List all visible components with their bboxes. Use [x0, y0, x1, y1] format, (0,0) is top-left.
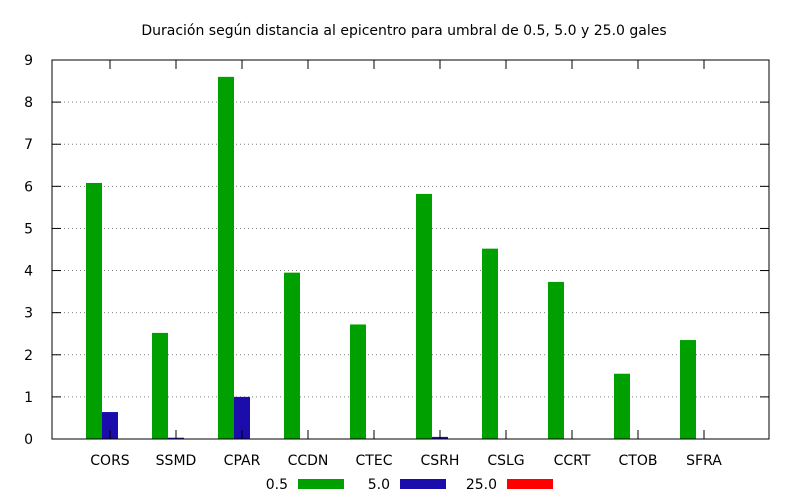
y-tick-label: 9: [24, 53, 33, 69]
y-tick-label: 4: [24, 264, 33, 280]
x-tick-label: CPAR: [224, 453, 261, 469]
legend-label: 25.0: [466, 477, 497, 493]
bar-csrh-0_5: [416, 193, 432, 439]
bar-ssmd-0_5: [152, 332, 168, 439]
legend-label: 5.0: [368, 477, 390, 493]
legend: 0.5 5.0 25.0: [266, 477, 553, 493]
bar-cors-5_0: [102, 412, 118, 439]
legend-swatch: [298, 479, 344, 489]
chart-title: Duración según distancia al epicentro pa…: [141, 23, 666, 39]
x-tick-label: CTEC: [356, 453, 393, 469]
y-axis: 0 1 2 3 4 5 6 7 8 9: [24, 53, 769, 448]
y-tick-label: 2: [24, 348, 33, 364]
x-tick-label: CORS: [90, 453, 130, 469]
x-tick-label: SSMD: [156, 453, 197, 469]
bar-cslg-0_5: [482, 248, 498, 439]
bar-ccdn-0_5: [284, 272, 300, 439]
y-tick-label: 3: [24, 306, 33, 322]
bar-ccrt-0_5: [548, 281, 564, 439]
y-tick-label: 5: [24, 221, 33, 237]
x-tick-label: CSLG: [487, 453, 524, 469]
bar-ctec-0_5: [350, 324, 366, 439]
x-tick-label: SFRA: [686, 453, 722, 469]
legend-swatch: [507, 479, 553, 489]
x-tick-label: CCDN: [288, 453, 329, 469]
x-axis: CORS SSMD CPAR CCDN CTEC CSRH CSLG CCRT CTOB SFRA: [90, 60, 722, 469]
y-tick-label: 0: [24, 432, 33, 448]
bar-cpar-5_0: [234, 396, 250, 439]
plot-frame: [51, 59, 770, 440]
bar-ctob-0_5: [614, 373, 630, 439]
bar-cpar-0_5: [218, 76, 234, 439]
bar-sfra-0_5: [680, 340, 696, 439]
y-tick-label: 6: [24, 179, 33, 195]
legend-swatch: [400, 479, 446, 489]
y-tick-label: 7: [24, 137, 33, 153]
bars: [86, 76, 696, 439]
x-tick-label: CCRT: [554, 453, 591, 469]
y-tick-label: 1: [24, 390, 33, 406]
bar-cors-0_5: [86, 182, 102, 439]
x-tick-label: CTOB: [619, 453, 658, 469]
legend-label: 0.5: [266, 477, 288, 493]
x-tick-label: CSRH: [421, 453, 460, 469]
y-tick-label: 8: [24, 95, 33, 111]
